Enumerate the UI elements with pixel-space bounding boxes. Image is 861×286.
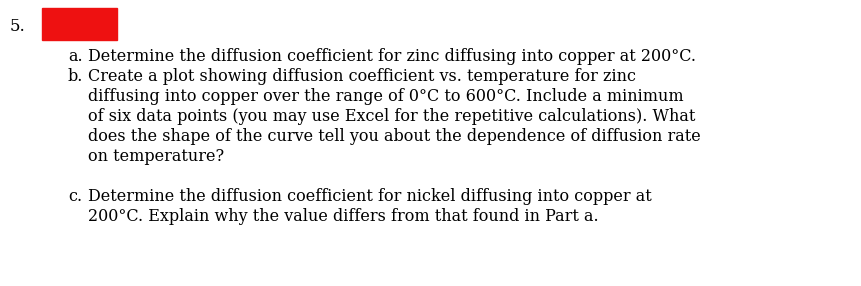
Text: Determine the diffusion coefficient for nickel diffusing into copper at: Determine the diffusion coefficient for … [88, 188, 651, 205]
Text: b.: b. [68, 68, 84, 85]
Bar [42, 8, 117, 40]
Text: Determine the diffusion coefficient for zinc diffusing into copper at 200°C.: Determine the diffusion coefficient for … [88, 48, 695, 65]
Text: a.: a. [68, 48, 83, 65]
Text: 200°C. Explain why the value differs from that found in Part a.: 200°C. Explain why the value differs fro… [88, 208, 598, 225]
Text: 5.: 5. [10, 18, 26, 35]
Text: diffusing into copper over the range of 0°C to 600°C. Include a minimum: diffusing into copper over the range of … [88, 88, 683, 105]
Text: on temperature?: on temperature? [88, 148, 224, 165]
Text: of six data points (you may use Excel for the repetitive calculations). What: of six data points (you may use Excel fo… [88, 108, 695, 125]
Text: c.: c. [68, 188, 82, 205]
Text: Create a plot showing diffusion coefficient vs. temperature for zinc: Create a plot showing diffusion coeffici… [88, 68, 635, 85]
Text: does the shape of the curve tell you about the dependence of diffusion rate: does the shape of the curve tell you abo… [88, 128, 700, 145]
